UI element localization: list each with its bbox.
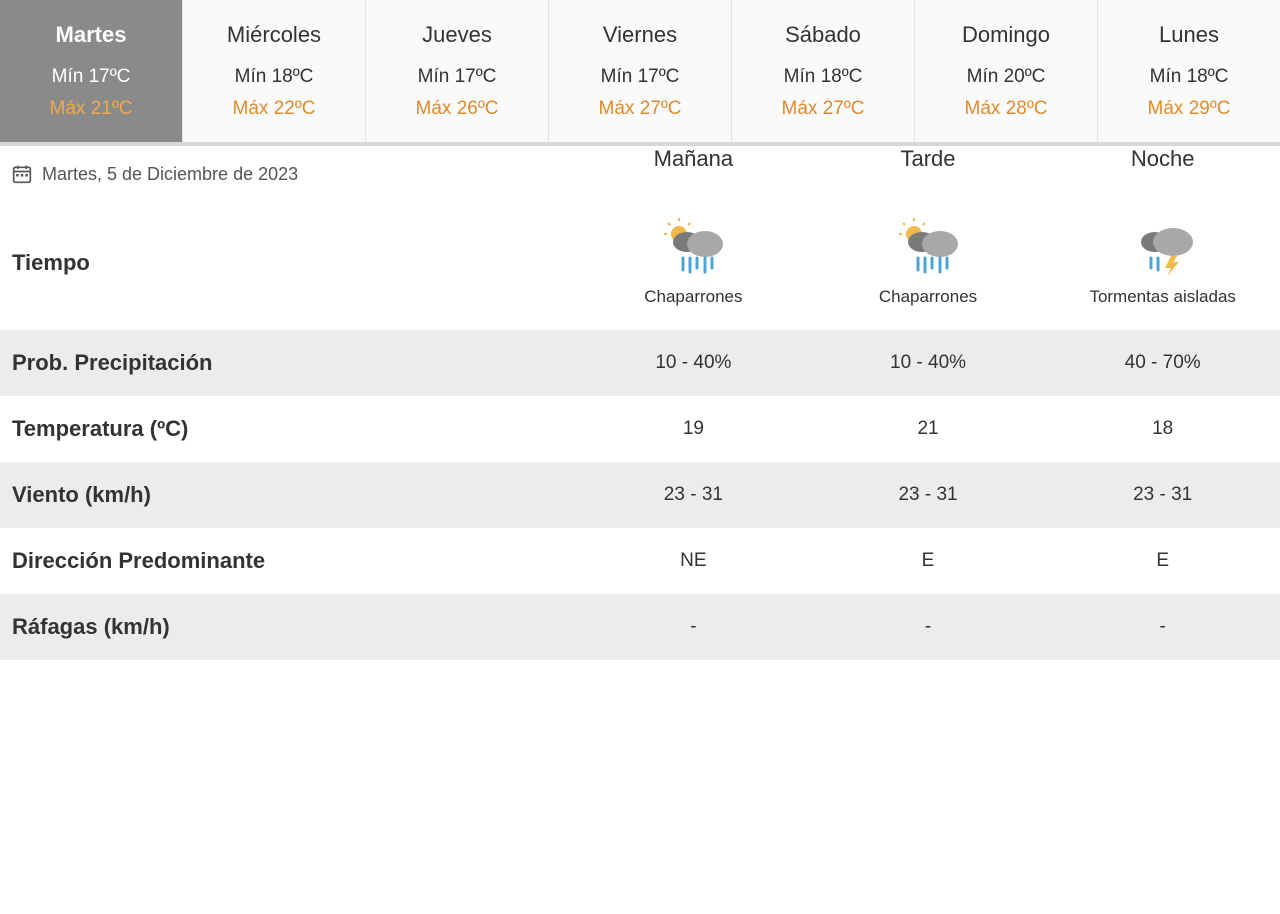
day-max: Máx 27ºC bbox=[740, 98, 906, 120]
day-max: Máx 29ºC bbox=[1106, 98, 1272, 120]
row-label: Tiempo bbox=[0, 188, 576, 330]
day-max: Máx 22ºC bbox=[191, 98, 357, 120]
day-tab-domingo[interactable]: Domingo Mín 20ºC Máx 28ºC bbox=[915, 0, 1098, 142]
temp-night: 18 bbox=[1045, 396, 1280, 462]
row-wind: Viento (km/h) 23 - 31 23 - 31 23 - 31 bbox=[0, 462, 1280, 528]
gusts-afternoon: - bbox=[811, 594, 1046, 660]
day-max: Máx 28ºC bbox=[923, 98, 1089, 120]
wind-night: 23 - 31 bbox=[1045, 462, 1280, 528]
precip-afternoon: 10 - 40% bbox=[811, 330, 1046, 396]
weather-afternoon: Chaparrones bbox=[811, 188, 1046, 330]
calendar-icon bbox=[12, 164, 32, 184]
dir-afternoon: E bbox=[811, 528, 1046, 594]
day-max: Máx 27ºC bbox=[557, 98, 723, 120]
period-morning-header: Mañana bbox=[576, 146, 811, 188]
period-night-header: Noche bbox=[1045, 146, 1280, 188]
weather-widget: Martes Mín 17ºC Máx 21ºC Miércoles Mín 1… bbox=[0, 0, 1280, 660]
day-tab-miercoles[interactable]: Miércoles Mín 18ºC Máx 22ºC bbox=[183, 0, 366, 142]
gusts-morning: - bbox=[576, 594, 811, 660]
day-min: Mín 20ºC bbox=[923, 66, 1089, 88]
storm-icon bbox=[1127, 218, 1199, 276]
temp-afternoon: 21 bbox=[811, 396, 1046, 462]
row-label: Dirección Predominante bbox=[0, 528, 576, 594]
date-text: Martes, 5 de Diciembre de 2023 bbox=[42, 164, 298, 185]
gusts-night: - bbox=[1045, 594, 1280, 660]
precip-morning: 10 - 40% bbox=[576, 330, 811, 396]
period-afternoon-header: Tarde bbox=[811, 146, 1046, 188]
showers-icon bbox=[892, 218, 964, 276]
weather-desc: Tormentas aisladas bbox=[1057, 286, 1268, 308]
row-gusts: Ráfagas (km/h) - - - bbox=[0, 594, 1280, 660]
row-label: Prob. Precipitación bbox=[0, 330, 576, 396]
day-tab-jueves[interactable]: Jueves Mín 17ºC Máx 26ºC bbox=[366, 0, 549, 142]
day-name: Martes bbox=[8, 22, 174, 48]
row-tiempo: Tiempo bbox=[0, 188, 1280, 330]
day-tab-viernes[interactable]: Viernes Mín 17ºC Máx 27ºC bbox=[549, 0, 732, 142]
day-min: Mín 17ºC bbox=[374, 66, 540, 88]
date-line: Martes, 5 de Diciembre de 2023 bbox=[0, 150, 576, 185]
row-precip: Prob. Precipitación 10 - 40% 10 - 40% 40… bbox=[0, 330, 1280, 396]
day-name: Sábado bbox=[740, 22, 906, 48]
row-label: Viento (km/h) bbox=[0, 462, 576, 528]
row-direction: Dirección Predominante NE E E bbox=[0, 528, 1280, 594]
row-temperature: Temperatura (ºC) 19 21 18 bbox=[0, 396, 1280, 462]
day-max: Máx 26ºC bbox=[374, 98, 540, 120]
detail-table: Martes, 5 de Diciembre de 2023 Mañana Ta… bbox=[0, 146, 1280, 660]
weather-desc: Chaparrones bbox=[823, 286, 1034, 308]
day-name: Lunes bbox=[1106, 22, 1272, 48]
day-name: Miércoles bbox=[191, 22, 357, 48]
day-min: Mín 18ºC bbox=[191, 66, 357, 88]
day-min: Mín 17ºC bbox=[8, 66, 174, 88]
day-tab-lunes[interactable]: Lunes Mín 18ºC Máx 29ºC bbox=[1098, 0, 1280, 142]
day-name: Jueves bbox=[374, 22, 540, 48]
day-tab-martes[interactable]: Martes Mín 17ºC Máx 21ºC bbox=[0, 0, 183, 142]
wind-afternoon: 23 - 31 bbox=[811, 462, 1046, 528]
day-max: Máx 21ºC bbox=[8, 98, 174, 120]
row-label: Temperatura (ºC) bbox=[0, 396, 576, 462]
temp-morning: 19 bbox=[576, 396, 811, 462]
dir-morning: NE bbox=[576, 528, 811, 594]
weather-night: Tormentas aisladas bbox=[1045, 188, 1280, 330]
weather-morning: Chaparrones bbox=[576, 188, 811, 330]
day-tab-sabado[interactable]: Sábado Mín 18ºC Máx 27ºC bbox=[732, 0, 915, 142]
day-name: Domingo bbox=[923, 22, 1089, 48]
weather-desc: Chaparrones bbox=[588, 286, 799, 308]
dir-night: E bbox=[1045, 528, 1280, 594]
day-min: Mín 18ºC bbox=[740, 66, 906, 88]
row-label: Ráfagas (km/h) bbox=[0, 594, 576, 660]
wind-morning: 23 - 31 bbox=[576, 462, 811, 528]
precip-night: 40 - 70% bbox=[1045, 330, 1280, 396]
day-tabs: Martes Mín 17ºC Máx 21ºC Miércoles Mín 1… bbox=[0, 0, 1280, 146]
day-name: Viernes bbox=[557, 22, 723, 48]
day-min: Mín 17ºC bbox=[557, 66, 723, 88]
showers-icon bbox=[657, 218, 729, 276]
day-min: Mín 18ºC bbox=[1106, 66, 1272, 88]
